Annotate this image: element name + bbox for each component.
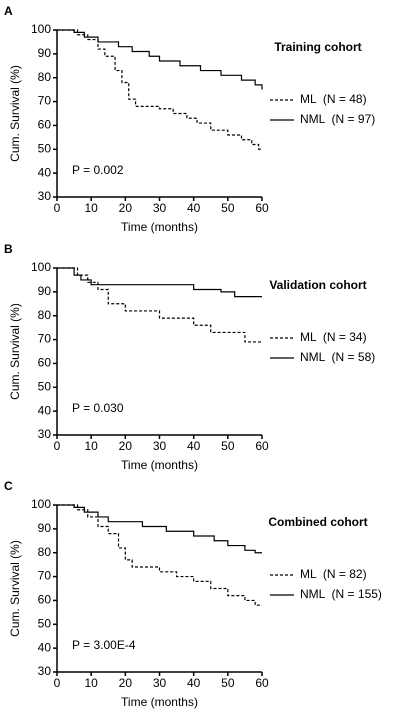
y-tick-label: 60: [38, 356, 52, 370]
y-axis-label: Cum. Survival (%): [8, 303, 22, 400]
survival-curve: [57, 267, 262, 298]
y-tick-label: 40: [38, 165, 52, 179]
y-tick-label: 30: [38, 664, 52, 678]
y-tick-label: 60: [38, 118, 52, 132]
y-tick-label: 50: [38, 141, 52, 155]
survival-curve: [57, 267, 262, 343]
y-tick-label: 90: [38, 284, 52, 298]
x-tick-label: 40: [187, 439, 201, 453]
x-tick-label: 20: [119, 439, 133, 453]
y-tick-label: 100: [31, 497, 51, 511]
chart-title: Validation cohort: [269, 278, 366, 292]
y-tick-label: 100: [31, 260, 51, 274]
legend-label: NML (N = 155): [300, 587, 382, 601]
legend-label: NML (N = 58): [300, 350, 375, 364]
y-tick-label: 40: [38, 403, 52, 417]
x-axis-label: Time (months): [121, 458, 198, 472]
y-tick-label: 90: [38, 46, 52, 60]
x-tick-label: 20: [119, 676, 133, 690]
y-tick-label: 70: [38, 94, 52, 108]
y-tick-label: 80: [38, 70, 52, 84]
annotation: P = 3.00E-4: [72, 638, 136, 652]
y-tick-label: 80: [38, 545, 52, 559]
chart-title: Combined cohort: [268, 515, 367, 529]
y-tick-label: 70: [38, 332, 52, 346]
legend-label: ML (N = 82): [300, 567, 367, 581]
survival-curve: [57, 29, 262, 150]
x-tick-label: 20: [119, 201, 133, 215]
y-tick-label: 50: [38, 616, 52, 630]
x-tick-label: 30: [153, 439, 167, 453]
survival-curve: [57, 504, 262, 554]
annotation: P = 0.002: [72, 163, 124, 177]
panel-label: A: [4, 4, 13, 18]
x-tick-label: 10: [84, 676, 98, 690]
panel-label: B: [4, 242, 13, 256]
x-tick-label: 40: [187, 676, 201, 690]
survival-curve: [57, 29, 263, 90]
x-tick-label: 0: [54, 201, 61, 215]
y-tick-label: 60: [38, 593, 52, 607]
y-tick-label: 100: [31, 22, 51, 36]
x-tick-label: 50: [221, 201, 235, 215]
x-tick-label: 10: [84, 439, 98, 453]
x-tick-label: 30: [153, 676, 167, 690]
y-tick-label: 70: [38, 569, 52, 583]
legend-label: ML (N = 34): [300, 330, 367, 344]
legend-label: NML (N = 97): [300, 112, 375, 126]
x-tick-label: 50: [221, 676, 235, 690]
x-tick-label: 60: [255, 201, 269, 215]
x-tick-label: 0: [54, 676, 61, 690]
x-tick-label: 40: [187, 201, 201, 215]
y-tick-label: 80: [38, 308, 52, 322]
x-tick-label: 10: [84, 201, 98, 215]
x-tick-label: 30: [153, 201, 167, 215]
x-tick-label: 60: [255, 676, 269, 690]
chart-title: Training cohort: [274, 40, 361, 54]
panel-label: C: [4, 479, 13, 493]
y-tick-label: 90: [38, 521, 52, 535]
y-tick-label: 30: [38, 427, 52, 441]
survival-curve: [57, 504, 262, 606]
x-axis-label: Time (months): [121, 220, 198, 234]
annotation: P = 0.030: [72, 401, 124, 415]
y-axis-label: Cum. Survival (%): [8, 540, 22, 637]
y-tick-label: 40: [38, 640, 52, 654]
y-tick-label: 50: [38, 379, 52, 393]
y-axis-label: Cum. Survival (%): [8, 65, 22, 162]
x-tick-label: 60: [255, 439, 269, 453]
x-axis-label: Time (months): [121, 695, 198, 709]
legend-label: ML (N = 48): [300, 92, 367, 106]
x-tick-label: 50: [221, 439, 235, 453]
x-tick-label: 0: [54, 439, 61, 453]
y-tick-label: 30: [38, 189, 52, 203]
